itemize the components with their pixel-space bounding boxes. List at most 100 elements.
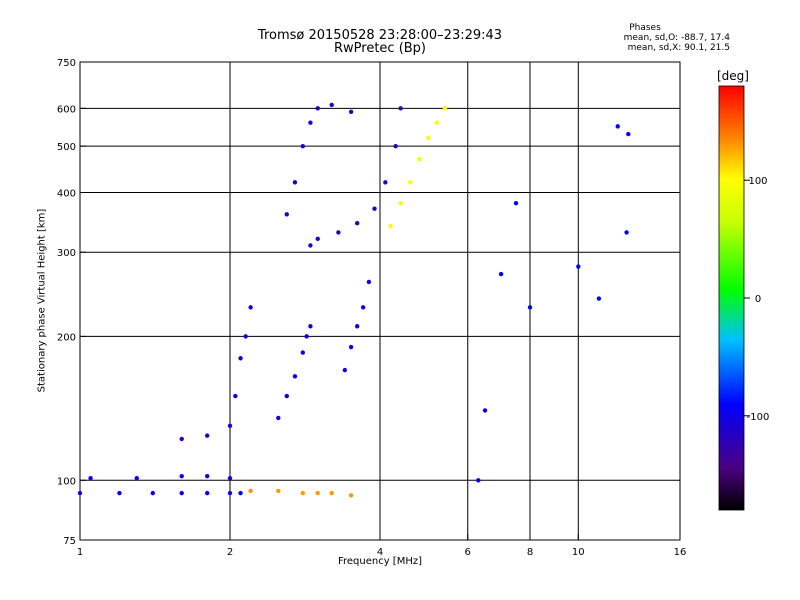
x-tick-label: 1: [77, 547, 83, 558]
axis-ticks: 1 2 4 6 8 10 16 75 100 200 300 400 500 600 750: [57, 58, 686, 558]
data-point: [348, 344, 354, 350]
data-point: [626, 131, 631, 137]
colorbar-title: [deg]: [717, 69, 749, 83]
x-tick-label: 4: [377, 547, 383, 558]
data-point: [408, 180, 413, 185]
data-point: [276, 415, 281, 421]
data-point: [248, 488, 253, 494]
data-point: [596, 296, 602, 301]
data-point: [284, 393, 289, 399]
colorbar-ticks: 100 0 -100: [744, 176, 769, 423]
data-point: [329, 490, 334, 496]
data-point: [342, 367, 348, 373]
phases-x-stats: mean, sd,X: 90.1, 21.5: [627, 43, 730, 53]
colorbar: [718, 85, 745, 511]
x-tick-label: 6: [465, 547, 471, 558]
data-point: [300, 350, 306, 355]
data-point: [150, 490, 156, 496]
data-point: [284, 212, 289, 217]
data-point: [227, 490, 233, 496]
data-point: [393, 143, 398, 149]
data-point: [434, 120, 439, 125]
data-point: [292, 180, 298, 185]
data-point: [276, 488, 281, 494]
y-tick-label: 100: [57, 476, 76, 487]
data-point: [360, 305, 366, 310]
y-axis-label: Stationary phase Virtual Height [km]: [36, 208, 48, 393]
data-point: [615, 124, 620, 129]
data-point: [238, 490, 243, 496]
data-point: [576, 264, 581, 269]
data-point: [388, 224, 393, 229]
phases-title: Phases: [629, 23, 661, 33]
data-point: [336, 230, 341, 235]
data-point: [233, 393, 238, 399]
colorbar-tick-label: 100: [748, 176, 767, 187]
y-tick-label: 750: [57, 58, 76, 69]
data-point: [179, 490, 184, 496]
data-points: [77, 102, 631, 498]
data-point: [204, 490, 210, 496]
data-point: [300, 490, 306, 496]
chart-title: Tromsø 20150528 23:28:00–23:29:43: [257, 28, 503, 43]
data-point: [243, 334, 248, 339]
x-tick-label: 10: [572, 547, 585, 558]
data-point: [354, 324, 360, 329]
data-point: [476, 478, 481, 483]
data-point: [426, 135, 431, 141]
data-point: [383, 180, 388, 185]
data-point: [315, 106, 320, 111]
data-point: [227, 476, 233, 481]
data-point: [248, 305, 253, 310]
data-point: [117, 490, 122, 496]
x-tick-label: 16: [674, 547, 687, 558]
data-point: [308, 324, 313, 329]
data-point: [348, 109, 354, 115]
y-tick-label: 400: [57, 188, 76, 199]
data-point: [513, 200, 519, 206]
phases-o-stats: mean, sd,O: -88.7, 17.4: [623, 33, 730, 43]
data-point: [227, 423, 233, 429]
colorbar-tick-label: -100: [747, 412, 770, 423]
data-point: [134, 476, 139, 481]
data-point: [372, 206, 377, 211]
data-point: [354, 221, 360, 226]
data-point: [204, 433, 210, 438]
y-tick-label: 600: [57, 104, 76, 115]
data-point: [238, 356, 243, 361]
data-point: [179, 436, 184, 442]
chart-subtitle: RwPretec (Bp): [333, 41, 427, 56]
data-point: [498, 271, 504, 277]
data-point: [442, 106, 448, 111]
y-tick-label: 500: [57, 142, 76, 153]
data-point: [315, 236, 320, 242]
data-point: [348, 493, 354, 498]
data-point: [292, 374, 298, 379]
colorbar-tick-label: 0: [755, 294, 761, 305]
data-point: [482, 408, 488, 413]
data-point: [308, 243, 313, 248]
x-axis-label: Frequency [MHz]: [337, 556, 423, 567]
data-point: [398, 200, 403, 206]
x-tick-label: 2: [227, 547, 233, 558]
y-tick-label: 200: [57, 332, 76, 343]
data-point: [204, 473, 210, 479]
data-point: [88, 476, 93, 481]
data-point: [308, 120, 313, 125]
data-point: [77, 490, 83, 496]
data-point: [417, 156, 422, 162]
x-tick-label: 8: [527, 547, 533, 558]
data-point: [300, 143, 306, 149]
data-point: [329, 102, 334, 108]
data-point: [527, 305, 533, 310]
data-point: [624, 230, 629, 235]
grid-lines: [80, 62, 680, 540]
y-tick-label: 300: [57, 248, 76, 259]
data-point: [398, 106, 403, 111]
data-point: [304, 334, 309, 339]
data-point: [366, 279, 372, 285]
data-point: [179, 473, 184, 479]
y-tick-label: 75: [63, 536, 76, 547]
data-point: [315, 490, 320, 496]
